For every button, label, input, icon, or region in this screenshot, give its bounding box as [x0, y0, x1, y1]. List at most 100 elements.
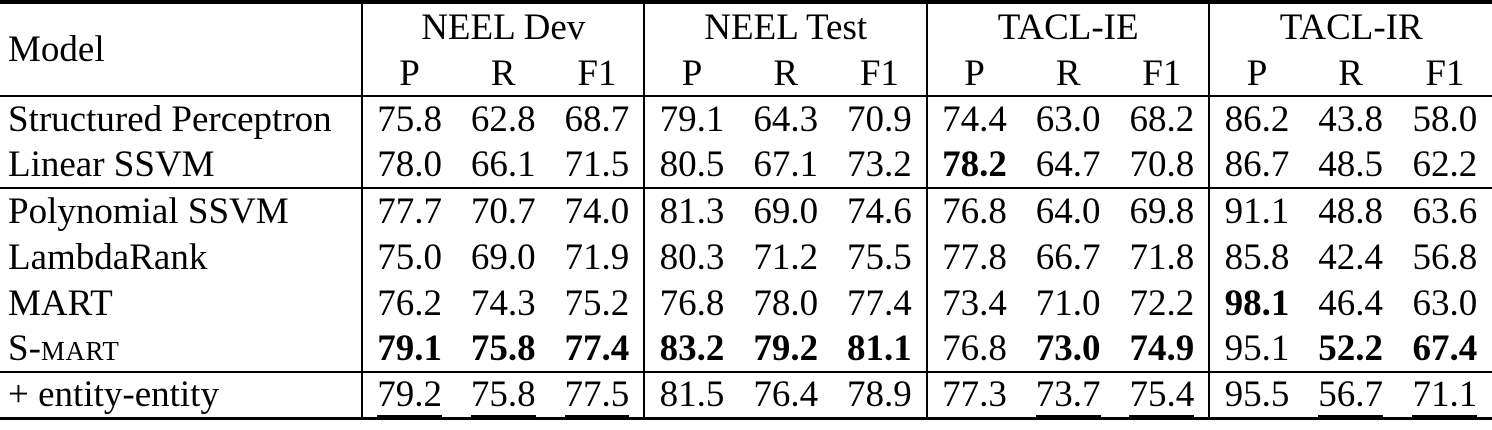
metric-header-f1: F1 [1397, 51, 1492, 97]
metric-header-r: R [1021, 51, 1116, 97]
group-header-tacl-ie: TACL-IE [926, 2, 1211, 51]
metric-cell: 73.0 [1021, 326, 1115, 372]
metric-cell: 76.8 [644, 280, 738, 326]
metric-value: 62.8 [470, 99, 536, 140]
table-row: Polynomial SSVM 77.7 70.7 74.0 81.3 69.0 74.6 7… [0, 187, 1492, 234]
metric-value: 79.1 [659, 99, 725, 140]
metric-cell: 76.8 [926, 187, 1022, 234]
metric-header-r: R [738, 51, 833, 97]
metric-cell: 64.7 [1021, 142, 1115, 188]
metric-cell: 74.6 [832, 187, 928, 234]
metric-value: 62.2 [1412, 144, 1478, 185]
metric-value: 69.0 [753, 191, 819, 232]
metric-value: 77.8 [942, 236, 1007, 278]
metric-cell: 72.2 [1115, 280, 1211, 326]
table-header: Model NEEL Dev NEEL Test TACL-IE TACL-IR… [0, 2, 1492, 97]
metric-cell: 68.2 [1115, 96, 1211, 142]
metric-cell: 95.1 [1209, 326, 1303, 372]
metric-cell: 58.0 [1398, 96, 1492, 142]
metric-cell: 71.0 [1021, 280, 1115, 326]
metric-value: 63.0 [1035, 99, 1101, 140]
model-name-part: MART [8, 282, 113, 324]
metric-value: 79.2 [377, 374, 442, 418]
metric-value: 68.2 [1129, 99, 1195, 140]
metric-value: 66.1 [470, 144, 536, 185]
model-name: Polynomial SSVM [0, 187, 363, 234]
metric-cell: 67.1 [739, 142, 833, 188]
model-name: LambdaRank [0, 234, 363, 280]
metric-cell: 78.0 [739, 280, 833, 326]
results-table: Model NEEL Dev NEEL Test TACL-IE TACL-IR… [0, 0, 1492, 420]
metric-cell: 75.5 [832, 234, 928, 280]
group-header-tacl-ir: TACL-IR [1279, 7, 1423, 48]
metric-value: 81.5 [659, 374, 725, 416]
metric-cell: 68.7 [550, 96, 646, 142]
model-name: MART [0, 280, 363, 326]
metric-cell: 73.7 [1021, 371, 1116, 418]
metric-cell: 79.1 [362, 326, 456, 372]
metric-value: 79.2 [753, 328, 819, 369]
metric-cell: 67.4 [1398, 326, 1492, 372]
table-body: Structured Perceptron 75.8 62.8 68.7 79.1 64.… [0, 96, 1492, 418]
metric-header-row: P R F1 P R F1 P R F1 P R F1 [0, 51, 1492, 97]
metric-header-f1: F1 [1115, 51, 1211, 97]
metric-value: 78.0 [377, 144, 442, 185]
metric-value: 78.0 [753, 282, 819, 324]
metric-value: 81.3 [659, 191, 725, 232]
metric-value: 58.0 [1412, 99, 1478, 140]
metric-cell: 74.4 [927, 96, 1021, 142]
metric-cell: 77.8 [927, 234, 1021, 280]
metric-cell: 85.8 [1209, 234, 1303, 280]
metric-cell: 86.7 [1209, 142, 1303, 188]
metric-value: 78.2 [942, 144, 1007, 185]
metric-cell: 77.4 [550, 326, 646, 372]
metric-value: 75.8 [470, 374, 536, 418]
metric-value: 70.7 [470, 191, 536, 232]
group-header-neel-test: NEEL Test [644, 2, 928, 51]
metric-value: 75.8 [470, 328, 536, 369]
metric-value: 73.4 [942, 282, 1007, 324]
metric-cell: 70.8 [1115, 142, 1211, 188]
metric-cell: 71.9 [550, 234, 646, 280]
metric-cell: 66.7 [1021, 234, 1115, 280]
metric-cell: 62.2 [1398, 142, 1492, 188]
metric-value: 95.5 [1224, 374, 1290, 416]
metric-cell: 75.4 [1115, 371, 1211, 418]
metric-value: 71.1 [1412, 374, 1478, 418]
metric-value: 71.5 [564, 144, 630, 185]
metric-cell: 75.8 [362, 96, 456, 142]
metric-cell: 79.2 [362, 371, 457, 418]
metric-value: 70.8 [1129, 144, 1195, 185]
metric-cell: 80.3 [644, 234, 738, 280]
metric-cell: 91.1 [1209, 187, 1304, 234]
metric-value: 78.9 [846, 374, 912, 416]
table-row: Linear SSVM 78.0 66.1 71.5 80.5 67.1 73.2 78.2 6… [0, 142, 1492, 188]
metric-cell: 74.3 [456, 280, 550, 326]
metric-cell: 79.2 [739, 326, 833, 372]
metric-cell: 63.6 [1397, 187, 1492, 234]
metric-header-p: P [644, 51, 739, 97]
metric-value: 64.0 [1035, 191, 1101, 232]
metric-value: 63.6 [1412, 191, 1478, 232]
metric-value: 91.1 [1224, 191, 1290, 232]
metric-value: 66.7 [1035, 236, 1101, 278]
metric-value: 75.0 [377, 236, 442, 278]
metric-value: 69.8 [1129, 191, 1195, 232]
metric-value: 77.3 [942, 374, 1007, 416]
metric-value: 63.0 [1412, 282, 1478, 324]
metric-value: 80.3 [659, 236, 725, 278]
metric-value: 67.4 [1412, 328, 1478, 369]
group-header-row: Model NEEL Dev NEEL Test TACL-IE TACL-IR [0, 2, 1492, 97]
model-name-part: Structured Perceptron [8, 99, 332, 140]
metric-value: 76.8 [659, 282, 725, 324]
metric-cell: 98.1 [1209, 280, 1303, 326]
metric-value: 74.0 [564, 191, 630, 232]
metric-value: 74.9 [1129, 328, 1195, 369]
metric-value: 80.5 [659, 144, 725, 185]
metric-cell: 86.2 [1209, 96, 1303, 142]
metric-value: 79.1 [377, 328, 442, 369]
metric-value: 77.7 [377, 191, 442, 232]
metric-cell: 71.8 [1115, 234, 1211, 280]
metric-cell: 75.2 [550, 280, 646, 326]
metric-cell: 75.8 [456, 371, 551, 418]
